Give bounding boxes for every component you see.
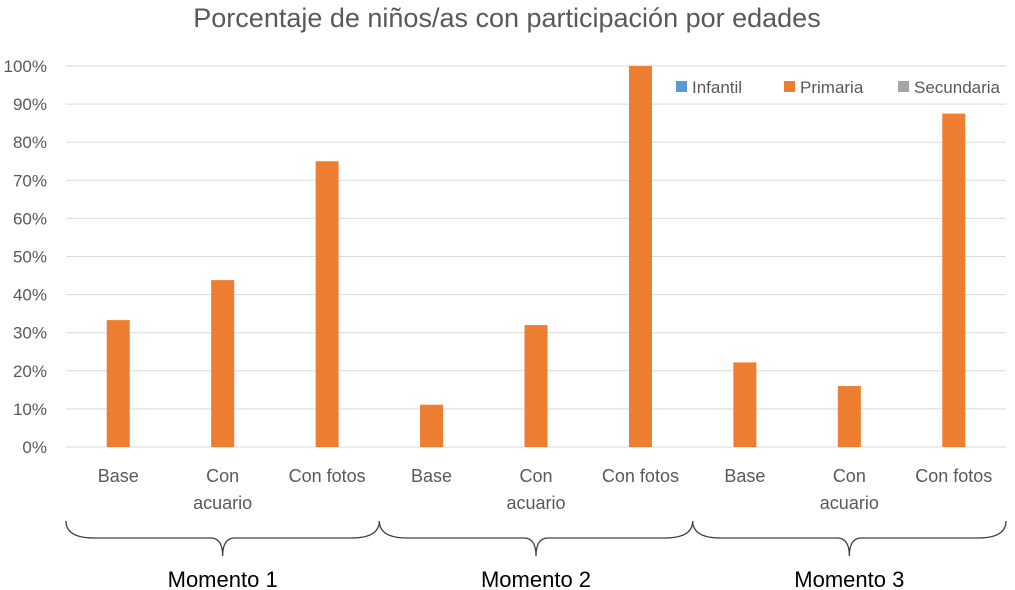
y-tick-label: 70% (13, 171, 47, 190)
x-category-label: Con fotos (289, 466, 366, 486)
group-brace (692, 520, 1007, 557)
y-tick-label: 90% (13, 95, 47, 114)
bar (106, 320, 130, 447)
y-tick-label: 100% (4, 57, 47, 76)
bar (420, 404, 444, 447)
x-category-label: acuario (193, 493, 252, 513)
x-category-label: Con fotos (915, 466, 992, 486)
group-labels: Momento 1 Momento 2 Momento 3 (168, 567, 905, 590)
group-braces (65, 520, 1007, 557)
y-tick-label: 40% (13, 286, 47, 305)
y-tick-label: 30% (13, 324, 47, 343)
bar (733, 362, 757, 447)
y-tick-label: 0% (22, 438, 47, 457)
bar (837, 386, 861, 447)
legend-label: Primaria (800, 78, 864, 97)
bars (106, 66, 966, 447)
legend-swatch (784, 81, 795, 92)
x-category-label: Con fotos (602, 466, 679, 486)
x-category-label: Base (411, 466, 452, 486)
x-category-label: acuario (820, 493, 879, 513)
bar (315, 161, 339, 447)
x-category-label: Con (206, 466, 239, 486)
y-tick-label: 50% (13, 248, 47, 267)
bar (942, 113, 966, 447)
y-tick-label: 60% (13, 209, 47, 228)
legend-label: Infantil (692, 78, 742, 97)
bar (628, 66, 652, 447)
x-category-label: Base (98, 466, 139, 486)
group-brace (378, 520, 694, 557)
bar (211, 280, 235, 447)
x-category-label: Con (519, 466, 552, 486)
chart-title: Porcentaje de niños/as con participación… (193, 3, 820, 33)
y-tick-label: 80% (13, 133, 47, 152)
legend-swatch (676, 81, 687, 92)
y-tick-label: 10% (13, 400, 47, 419)
group-label: Momento 3 (794, 567, 904, 590)
x-category-label: Con (833, 466, 866, 486)
x-category-label: acuario (506, 493, 565, 513)
group-label: Momento 1 (168, 567, 278, 590)
group-label: Momento 2 (481, 567, 591, 590)
bar (524, 325, 548, 447)
group-brace (65, 520, 380, 557)
y-tick-label: 20% (13, 362, 47, 381)
legend: Infantil Primaria Secundaria (676, 78, 1001, 97)
x-category-label: Base (724, 466, 765, 486)
legend-swatch (898, 81, 909, 92)
y-axis-ticks: 0% 10% 20% 30% 40% 50% 60% 70% 80% 90% 100% (4, 57, 47, 457)
x-axis-categories: Base Con acuario Con fotos Base Con acuario Con… (98, 466, 993, 513)
legend-label: Secundaria (914, 78, 1001, 97)
